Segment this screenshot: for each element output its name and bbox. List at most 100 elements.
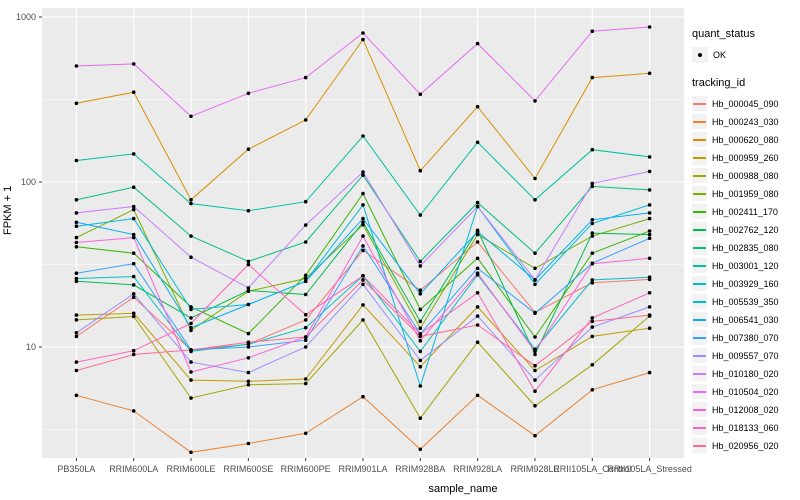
x-tick-label: RRII105LA_Stressed xyxy=(607,464,692,474)
data-point-Hb_000988_080 xyxy=(131,314,136,319)
legend-item-Hb_010504_020: Hb_010504_020 xyxy=(692,383,800,400)
legend-item-Hb_000045_090: Hb_000045_090 xyxy=(692,95,800,112)
data-point-Hb_010180_020 xyxy=(418,264,423,268)
data-point-Hb_010504_020 xyxy=(475,41,480,46)
ok-point-key xyxy=(692,46,708,63)
data-point-Hb_018133_060 xyxy=(418,332,423,336)
data-point-Hb_000988_080 xyxy=(74,318,79,322)
data-point-Hb_020956_020 xyxy=(533,363,537,368)
data-point-Hb_003001_120 xyxy=(590,147,595,152)
data-point-Hb_020956_020 xyxy=(131,352,136,357)
legend-item-Hb_009557_070: Hb_009557_070 xyxy=(692,347,800,364)
data-point-Hb_000045_090 xyxy=(74,334,79,339)
data-point-Hb_000243_030 xyxy=(246,441,251,446)
data-point-Hb_003929_160 xyxy=(131,274,136,279)
legend-item-label: Hb_002411_170 xyxy=(712,206,778,217)
data-point-Hb_020956_020 xyxy=(475,323,480,327)
line-key-icon xyxy=(692,168,707,183)
data-point-Hb_012008_020 xyxy=(647,256,652,261)
legend-item-Hb_003001_120: Hb_003001_120 xyxy=(692,257,800,274)
legend-color-line xyxy=(693,444,706,447)
data-point-Hb_000959_260 xyxy=(131,311,136,316)
y-tick-label: 100 xyxy=(21,177,36,187)
data-point-Hb_000620_080 xyxy=(303,118,308,122)
data-point-Hb_020956_020 xyxy=(74,368,79,373)
data-point-Hb_005539_350 xyxy=(74,224,79,228)
legend-color-line xyxy=(693,102,706,105)
data-point-Hb_002835_080 xyxy=(189,234,193,238)
x-tick-label: RRIM600LE xyxy=(167,464,216,474)
data-point-Hb_018133_060 xyxy=(246,262,251,267)
point-icon xyxy=(698,52,702,57)
line-key-icon xyxy=(692,258,707,273)
data-point-Hb_007380_070 xyxy=(647,236,652,241)
data-point-Hb_018133_060 xyxy=(74,360,79,364)
data-point-Hb_003001_120 xyxy=(131,152,136,156)
data-point-Hb_007380_070 xyxy=(246,345,251,349)
data-point-Hb_010504_020 xyxy=(131,62,136,66)
legend-color-line xyxy=(693,156,706,159)
legend-item-label: Hb_012008_020 xyxy=(712,404,779,415)
data-point-Hb_010180_020 xyxy=(647,169,652,174)
data-point-Hb_002835_080 xyxy=(647,188,652,192)
legend-item-Hb_003929_160: Hb_003929_160 xyxy=(692,275,800,292)
data-point-Hb_020956_020 xyxy=(590,319,595,324)
line-key-icon xyxy=(692,330,707,345)
data-point-Hb_002762_120 xyxy=(189,316,193,320)
x-tick-label: RRIM928LE xyxy=(510,464,559,474)
data-point-Hb_012008_020 xyxy=(418,339,423,343)
legend-item-ok: OK xyxy=(692,46,800,63)
legend-color-line xyxy=(693,372,706,375)
legend-item-label: Hb_001959_080 xyxy=(712,188,779,199)
legend-item-label: Hb_000988_080 xyxy=(712,170,779,181)
data-point-Hb_002835_080 xyxy=(590,184,595,189)
legend-item-Hb_000988_080: Hb_000988_080 xyxy=(692,167,800,184)
data-point-Hb_000959_260 xyxy=(189,378,193,382)
data-point-Hb_012008_020 xyxy=(590,261,595,266)
data-point-Hb_000620_080 xyxy=(590,75,595,80)
legend-item-Hb_020956_020: Hb_020956_020 xyxy=(692,437,800,454)
data-point-Hb_000959_260 xyxy=(533,368,537,373)
data-point-Hb_012008_020 xyxy=(475,271,480,276)
data-point-Hb_000620_080 xyxy=(74,101,79,106)
data-point-Hb_001959_080 xyxy=(303,276,308,281)
data-point-Hb_006541_030 xyxy=(131,232,136,237)
data-point-Hb_018133_060 xyxy=(361,274,365,278)
line-key-icon xyxy=(692,96,707,111)
data-point-Hb_010504_020 xyxy=(74,64,79,68)
data-point-Hb_018133_060 xyxy=(475,291,480,295)
x-tick-label: RRIM901LA xyxy=(338,464,387,474)
legend-color-line xyxy=(693,246,706,249)
data-point-Hb_020956_020 xyxy=(361,278,365,282)
data-point-Hb_000959_260 xyxy=(475,305,480,309)
data-point-Hb_002762_120 xyxy=(74,279,79,284)
data-point-Hb_010180_020 xyxy=(246,286,251,290)
data-point-Hb_006541_030 xyxy=(475,229,480,234)
legend-color-line xyxy=(693,354,706,357)
data-point-Hb_006541_030 xyxy=(361,216,365,221)
legend-item-Hb_002411_170: Hb_002411_170 xyxy=(692,203,800,220)
data-point-Hb_007380_070 xyxy=(475,266,480,271)
line-key-icon xyxy=(692,204,707,219)
data-point-Hb_009557_070 xyxy=(246,370,251,375)
data-point-Hb_002411_170 xyxy=(303,273,308,278)
data-point-Hb_002762_120 xyxy=(647,232,652,237)
data-point-Hb_002762_120 xyxy=(131,283,136,287)
data-point-Hb_007380_070 xyxy=(361,244,365,248)
legend-item-label: Hb_000620_080 xyxy=(712,134,779,145)
data-point-Hb_000243_030 xyxy=(475,393,480,398)
x-axis-title: sample_name xyxy=(428,483,498,495)
data-point-Hb_020956_020 xyxy=(418,334,423,339)
data-point-Hb_003001_120 xyxy=(533,198,537,202)
data-point-Hb_000620_080 xyxy=(361,37,365,42)
legend-item-Hb_010180_020: Hb_010180_020 xyxy=(692,365,800,382)
data-point-Hb_002411_170 xyxy=(647,229,652,233)
data-point-Hb_010180_020 xyxy=(74,211,79,215)
y-tick-label: 1000 xyxy=(16,12,36,22)
data-point-Hb_000988_080 xyxy=(418,416,423,421)
quant-status-legend: quant_status OK xyxy=(692,28,800,63)
data-point-Hb_010180_020 xyxy=(533,278,537,282)
data-point-Hb_000959_260 xyxy=(361,303,365,307)
legend-color-line xyxy=(693,192,706,195)
tracking-id-legend-items: Hb_000045_090 Hb_000243_030 Hb_000620_080 H… xyxy=(692,95,800,454)
